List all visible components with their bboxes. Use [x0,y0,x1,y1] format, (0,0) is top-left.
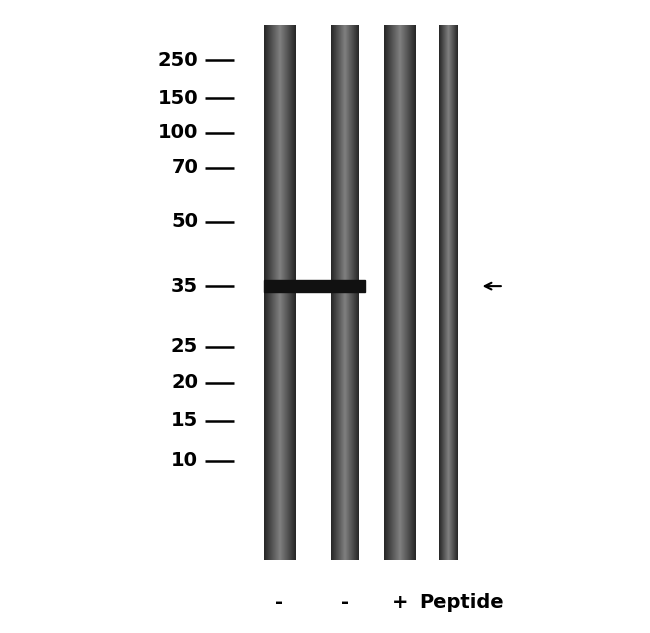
Text: +: + [391,593,408,612]
Text: 70: 70 [172,158,198,177]
Text: 25: 25 [171,337,198,356]
Text: 15: 15 [171,411,198,430]
Bar [264,280,365,292]
Text: -: - [341,593,348,612]
Text: 35: 35 [171,277,198,296]
Text: 250: 250 [157,51,198,70]
Text: Peptide: Peptide [419,593,504,612]
Text: 150: 150 [157,89,198,108]
Text: 100: 100 [158,123,198,142]
Text: 20: 20 [171,373,198,392]
Text: 50: 50 [171,212,198,231]
Text: -: - [276,593,283,612]
Text: 10: 10 [171,451,198,470]
